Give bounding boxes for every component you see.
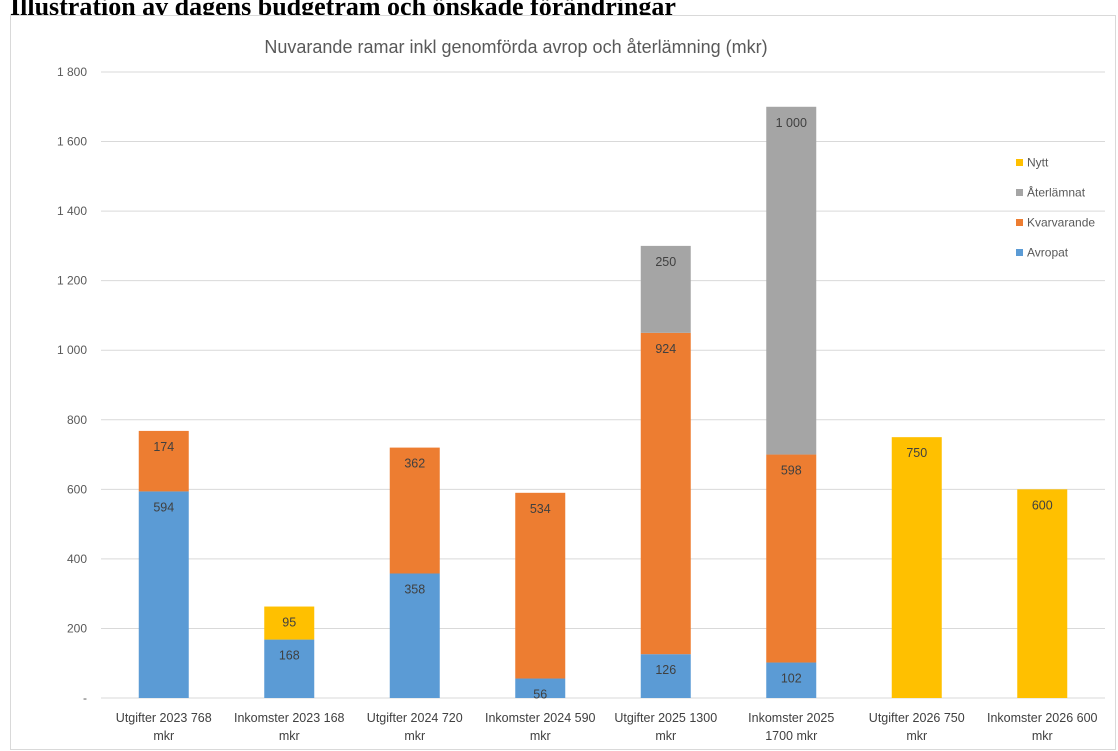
y-tick-label: 1 000 <box>57 343 87 357</box>
x-tick-label: Utgifter 2025 1300 <box>614 711 717 725</box>
bar-segment <box>389 573 440 698</box>
x-tick-label: Inkomster 2026 600 <box>987 711 1098 725</box>
bar-segment <box>640 654 691 698</box>
data-label: 594 <box>153 500 174 514</box>
data-label: 598 <box>781 464 802 478</box>
bar-segment <box>264 606 315 640</box>
y-tick-label: 200 <box>67 621 87 635</box>
bar-segment <box>138 491 189 698</box>
bar-segment <box>640 332 691 655</box>
bar-segment <box>1017 489 1068 698</box>
bar-segment <box>138 430 189 492</box>
bar-segment <box>515 492 566 679</box>
x-tick-label: Inkomster 2024 590 <box>485 711 596 725</box>
legend-swatch <box>1016 219 1023 226</box>
bar-segment <box>264 639 315 698</box>
x-tick-label: Inkomster 2025 <box>748 711 834 725</box>
bar-segment <box>389 447 440 574</box>
y-tick-label: 1 400 <box>57 204 87 218</box>
x-tick-label: mkr <box>153 729 174 743</box>
bar-segment <box>891 437 942 698</box>
data-label: 924 <box>655 342 676 356</box>
y-tick-label: 1 600 <box>57 135 87 149</box>
data-label: 358 <box>404 582 425 596</box>
data-label: 750 <box>906 446 927 460</box>
chart-title: Nuvarande ramar inkl genomförda avrop oc… <box>264 37 767 57</box>
x-tick-label: Utgifter 2024 720 <box>367 711 463 725</box>
bar-segment <box>640 245 691 333</box>
legend-label: Nytt <box>1027 156 1049 170</box>
y-tick-label: 800 <box>67 413 87 427</box>
data-label: 168 <box>279 649 300 663</box>
legend-label: Kvarvarande <box>1027 216 1095 230</box>
y-tick-label: 1 200 <box>57 274 87 288</box>
y-tick-label: 400 <box>67 552 87 566</box>
x-tick-label: Utgifter 2026 750 <box>869 711 965 725</box>
y-tick-label: 1 800 <box>57 65 87 79</box>
x-tick-label: mkr <box>906 729 927 743</box>
x-tick-label: mkr <box>279 729 300 743</box>
data-label: 600 <box>1032 498 1053 512</box>
data-label: 95 <box>282 616 296 630</box>
data-label: 250 <box>655 255 676 269</box>
x-tick-label: Inkomster 2023 168 <box>234 711 345 725</box>
bar-segment <box>515 678 566 698</box>
y-tick-label: 600 <box>67 482 87 496</box>
legend-label: Avropat <box>1027 246 1069 260</box>
bar-segment <box>766 106 817 455</box>
data-label: 534 <box>530 502 551 516</box>
data-label: 126 <box>655 663 676 677</box>
x-tick-label: 1700 mkr <box>765 729 817 743</box>
x-tick-label: mkr <box>404 729 425 743</box>
x-tick-label: Utgifter 2023 768 <box>116 711 212 725</box>
x-tick-label: mkr <box>1032 729 1053 743</box>
legend-swatch <box>1016 159 1023 166</box>
y-tick-label: - <box>83 691 87 705</box>
legend-swatch <box>1016 189 1023 196</box>
stacked-bar-chart: Nuvarande ramar inkl genomförda avrop oc… <box>57 37 1105 743</box>
x-tick-label: mkr <box>655 729 676 743</box>
data-label: 362 <box>404 457 425 471</box>
data-label: 1 000 <box>776 116 807 130</box>
legend-swatch <box>1016 249 1023 256</box>
data-label: 102 <box>781 672 802 686</box>
legend-label: Återlämnat <box>1027 185 1086 200</box>
data-label: 174 <box>153 440 174 454</box>
bar-segment <box>766 662 817 698</box>
bar-segment <box>766 454 817 663</box>
data-label: 56 <box>533 688 547 702</box>
chart-frame: Nuvarande ramar inkl genomförda avrop oc… <box>10 15 1116 750</box>
x-tick-label: mkr <box>530 729 551 743</box>
